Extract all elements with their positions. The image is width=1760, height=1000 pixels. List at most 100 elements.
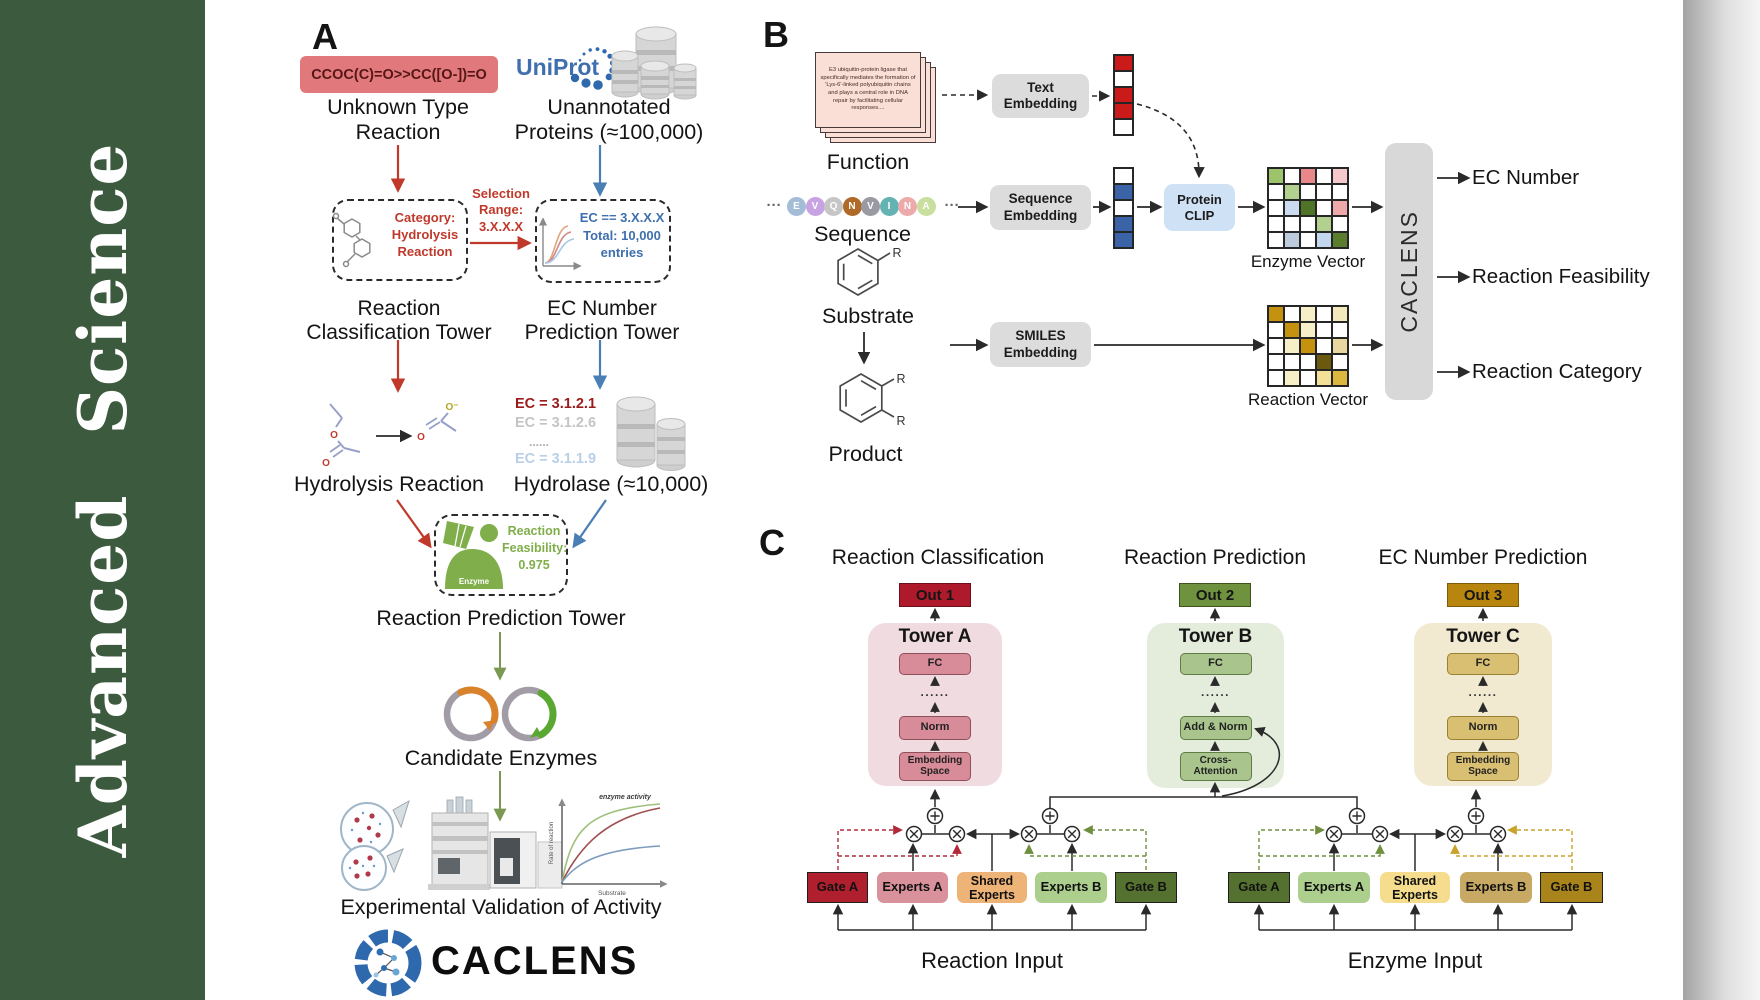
vector-cell: [1300, 307, 1316, 322]
text-embedding-vector: [1113, 54, 1134, 136]
vector-cell: [1115, 169, 1132, 184]
vector-cell: [1284, 322, 1300, 338]
vector-cell: [1115, 200, 1132, 216]
vector-cell: [1284, 338, 1300, 354]
residue-bubble: V: [861, 197, 880, 216]
sequence-embedding-box: Sequence Embedding: [990, 185, 1091, 230]
vector-cell: [1300, 370, 1316, 385]
unannotated-caption: Unannotated Proteins (≈100,000): [514, 95, 704, 144]
vector-cell: [1115, 87, 1132, 103]
function-caption: Function: [826, 150, 910, 174]
enzyme-gate-b: Gate B: [1540, 872, 1603, 903]
residue-bubble: A: [916, 197, 936, 216]
residue-bubble: V: [805, 197, 825, 216]
vector-cell: [1269, 200, 1284, 216]
text-embedding-box: Text Embedding: [992, 74, 1089, 118]
substrate-caption: Substrate: [821, 304, 915, 328]
reaction-input-caption: Reaction Input: [921, 948, 1063, 973]
reaction-classification-dashed-box: [332, 199, 468, 281]
vector-cell: [1269, 354, 1284, 370]
vector-cell: [1284, 307, 1300, 322]
vector-cell: [1316, 184, 1332, 200]
output-reaction-category: Reaction Category: [1472, 360, 1642, 383]
vector-cell: [1284, 200, 1300, 216]
vector-cell: [1269, 232, 1284, 247]
enzyme-shared-experts: Shared Experts: [1380, 872, 1450, 903]
function-card: E3 ubiquitin-protein ligase that specifi…: [815, 52, 921, 128]
vector-cell: [1115, 232, 1132, 247]
vector-cell: [1269, 184, 1284, 200]
ec-result-2: EC = 3.1.2.6: [515, 415, 597, 432]
panel-c-label: C: [759, 522, 785, 563]
panel-a-label: A: [312, 16, 338, 57]
column-title-ec-number-prediction: EC Number Prediction: [1378, 546, 1588, 569]
output-ec-number: EC Number: [1472, 166, 1580, 189]
ec-result-top: EC = 3.1.2.1: [515, 396, 597, 412]
residue-bubble: Q: [824, 197, 843, 216]
tower-a-dots: ......: [920, 685, 950, 699]
tower-c-norm-block: Norm: [1447, 716, 1519, 740]
vector-cell: [1316, 322, 1332, 338]
vector-cell: [1316, 354, 1332, 370]
vector-cell: [1332, 169, 1347, 184]
ec-result-dots: ......: [529, 434, 550, 449]
vector-cell: [1332, 232, 1347, 247]
vector-cell: [1269, 338, 1284, 354]
reaction-classification-tower-caption: Reaction Classification Tower: [306, 297, 492, 345]
unknown-type-caption: Unknown Type Reaction: [327, 95, 469, 144]
vector-cell: [1115, 216, 1132, 232]
reaction-experts-a: Experts A: [877, 872, 948, 903]
caclens-model-label: CACLENS: [1395, 210, 1422, 333]
vector-cell: [1269, 307, 1284, 322]
ec-range-label: EC == 3.X.X.X Total: 10,000 entries: [579, 210, 665, 261]
tower-a-fc-block: FC: [899, 653, 971, 675]
enzyme-vector-grid: [1267, 167, 1349, 249]
ec-prediction-dashed-box: [535, 199, 671, 283]
out1-box: Out 1: [899, 583, 971, 607]
reaction-shared-experts: Shared Experts: [957, 872, 1027, 903]
smiles-text: CCOC(C)=O>>CC([O-])=O: [311, 66, 487, 83]
residue-bubble: I: [879, 197, 899, 216]
vector-cell: [1316, 169, 1332, 184]
vector-cell: [1284, 370, 1300, 385]
panel-b-label: B: [763, 14, 789, 55]
vector-cell: [1300, 232, 1316, 247]
reaction-gate-b: Gate B: [1115, 872, 1177, 903]
vector-cell: [1115, 71, 1132, 87]
vector-cell: [1332, 307, 1347, 322]
column-title-reaction-classification: Reaction Classification: [831, 546, 1045, 569]
uniprot-logo-text: UniProt: [516, 54, 600, 80]
out2-box: Out 2: [1179, 583, 1251, 607]
tower-b: Tower B FC ...... Add & Norm Cross- Atte…: [1147, 623, 1284, 788]
protein-clip-box: Protein CLIP: [1164, 184, 1235, 231]
vector-cell: [1115, 184, 1132, 200]
tower-c-embedding-space-block: Embedding Space: [1447, 752, 1519, 781]
candidate-enzymes-caption: Candidate Enzymes: [404, 746, 598, 770]
column-title-reaction-prediction: Reaction Prediction: [1123, 546, 1307, 569]
vector-cell: [1300, 184, 1316, 200]
validation-caption: Experimental Validation of Activity: [340, 895, 662, 919]
tower-b-fc-block: FC: [1179, 653, 1252, 675]
enzyme-experts-b: Experts B: [1460, 872, 1532, 903]
ec-result-3: EC = 3.1.1.9: [515, 451, 597, 468]
vector-cell: [1300, 200, 1316, 216]
vector-cell: [1269, 169, 1284, 184]
vector-cell: [1316, 216, 1332, 232]
vector-cell: [1332, 322, 1347, 338]
smiles-box: CCOC(C)=O>>CC([O-])=O: [300, 56, 498, 93]
residue-bubble: N: [898, 197, 917, 216]
vector-cell: [1300, 216, 1316, 232]
vector-cell: [1115, 119, 1132, 134]
enzyme-gate-a: Gate A: [1228, 872, 1290, 903]
vector-cell: [1284, 169, 1300, 184]
journal-title: Advanced Science: [63, 142, 142, 858]
vector-cell: [1284, 216, 1300, 232]
tower-c-title: Tower C: [1446, 626, 1520, 647]
sequence-ellipsis-left: ···: [766, 197, 782, 214]
tower-b-dots: ......: [1200, 685, 1230, 699]
ec-number-prediction-tower-caption: EC Number Prediction Tower: [524, 297, 680, 345]
vector-cell: [1115, 103, 1132, 119]
feasibility-label: Reaction Feasibility: 0.975: [502, 524, 568, 572]
vector-cell: [1316, 200, 1332, 216]
